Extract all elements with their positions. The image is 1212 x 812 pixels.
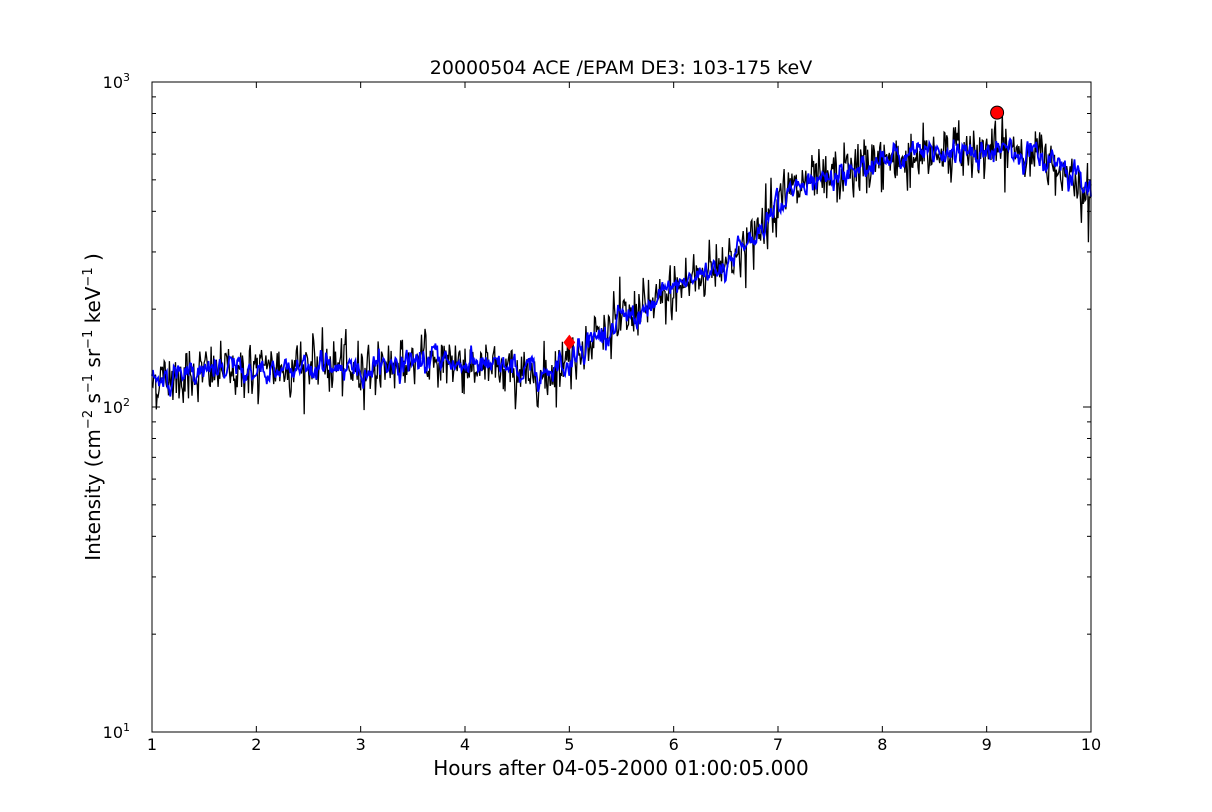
y-tick-label: 102	[103, 396, 130, 417]
x-tick-label: 3	[356, 735, 366, 754]
y-axis: 101 102 103	[103, 71, 1091, 742]
x-axis-label: Hours after 04-05-2000 01:00:05.000	[433, 756, 809, 780]
x-tick-label: 10	[1081, 735, 1101, 754]
x-tick-label: 6	[669, 735, 679, 754]
y-tick-label: 101	[103, 721, 130, 742]
chart-title: 20000504 ACE /EPAM DE3: 103-175 keV	[430, 57, 812, 79]
series-layer	[151, 113, 1092, 415]
series-line-smoothed	[151, 137, 1092, 397]
y-axis-label: Intensity (cm−2 s−1 sr−1 keV−1 )	[81, 253, 105, 561]
marker-circle-1	[990, 105, 1005, 120]
x-tick-label: 2	[251, 735, 261, 754]
x-tick-label: 1	[147, 735, 157, 754]
marker-diamond-0	[563, 334, 576, 351]
plot-area	[151, 81, 1092, 733]
x-tick-label: 4	[460, 735, 470, 754]
x-axis: 1 2 3 4 5 6 7 8 9 10	[147, 82, 1101, 754]
y-tick-label: 103	[103, 71, 130, 92]
marker-layer	[563, 105, 1005, 351]
plot-background	[152, 82, 1091, 732]
x-tick-label: 9	[982, 735, 992, 754]
x-tick-label: 7	[773, 735, 783, 754]
x-tick-label: 5	[564, 735, 574, 754]
x-tick-label: 8	[877, 735, 887, 754]
